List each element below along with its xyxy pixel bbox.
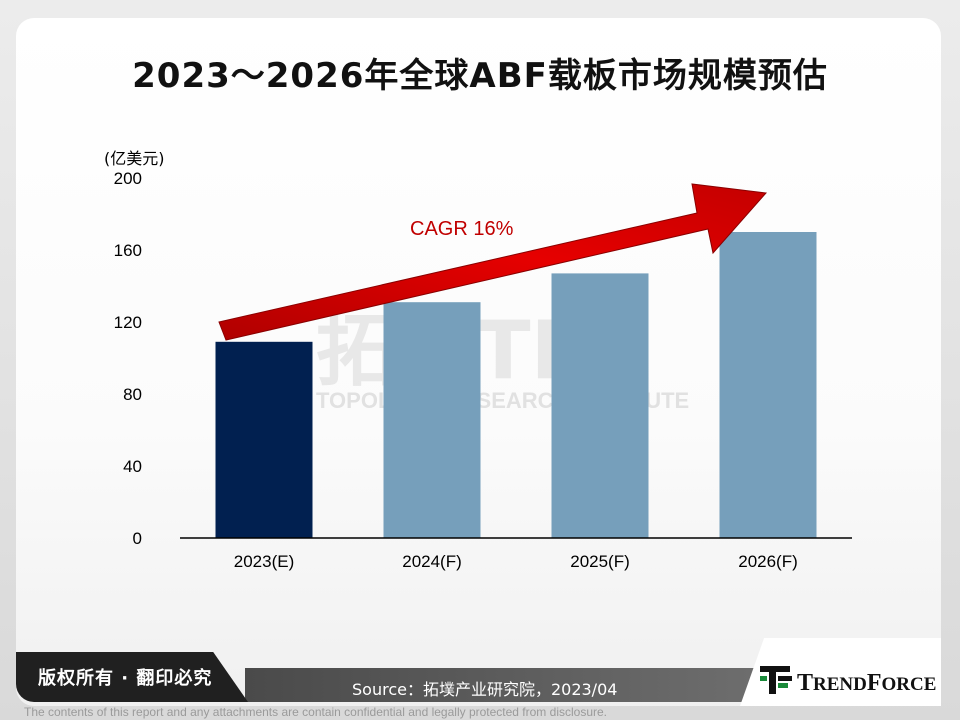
y-unit-label: (亿美元) [104, 149, 165, 168]
y-tick-label: 160 [114, 241, 142, 260]
x-tick-label: 2025(F) [570, 552, 630, 571]
y-tick-label: 80 [123, 385, 142, 404]
bar-2024(F) [383, 302, 481, 538]
source-bar [245, 668, 765, 702]
copyright-text: 版权所有 · 翻印必究 [38, 668, 213, 689]
disclaimer-text: The contents of this report and any atta… [24, 705, 607, 719]
cagr-annotation: CAGR 16% [410, 218, 514, 240]
source-text: Source：拓墣产业研究院，2023/04 [352, 680, 618, 699]
bars-group [215, 232, 817, 538]
x-tick-label: 2026(F) [738, 552, 798, 571]
bar-2023(E) [215, 341, 313, 538]
bar-2026(F) [719, 232, 817, 538]
x-axis-ticks: 2023(E) 2024(F) 2025(F) 2026(F) [234, 552, 798, 571]
x-tick-label: 2024(F) [402, 552, 462, 571]
copyright-badge: 版权所有 · 翻印必究 [16, 652, 248, 702]
y-tick-label: 0 [133, 529, 142, 548]
y-axis-ticks: 0 40 80 120 160 200 [114, 169, 142, 548]
trendforce-logo-icon [760, 666, 792, 694]
y-tick-label: 40 [123, 457, 142, 476]
growth-arrow [218, 183, 768, 341]
bar-2025(F) [551, 273, 649, 538]
chart-title: 2023～2026年全球ABF载板市场规模预估 [132, 56, 828, 96]
x-tick-label: 2023(E) [234, 552, 294, 571]
trendforce-logo-text: TRENDFORCE [797, 670, 937, 696]
y-tick-label: 120 [114, 313, 142, 332]
y-tick-label: 200 [114, 169, 142, 188]
